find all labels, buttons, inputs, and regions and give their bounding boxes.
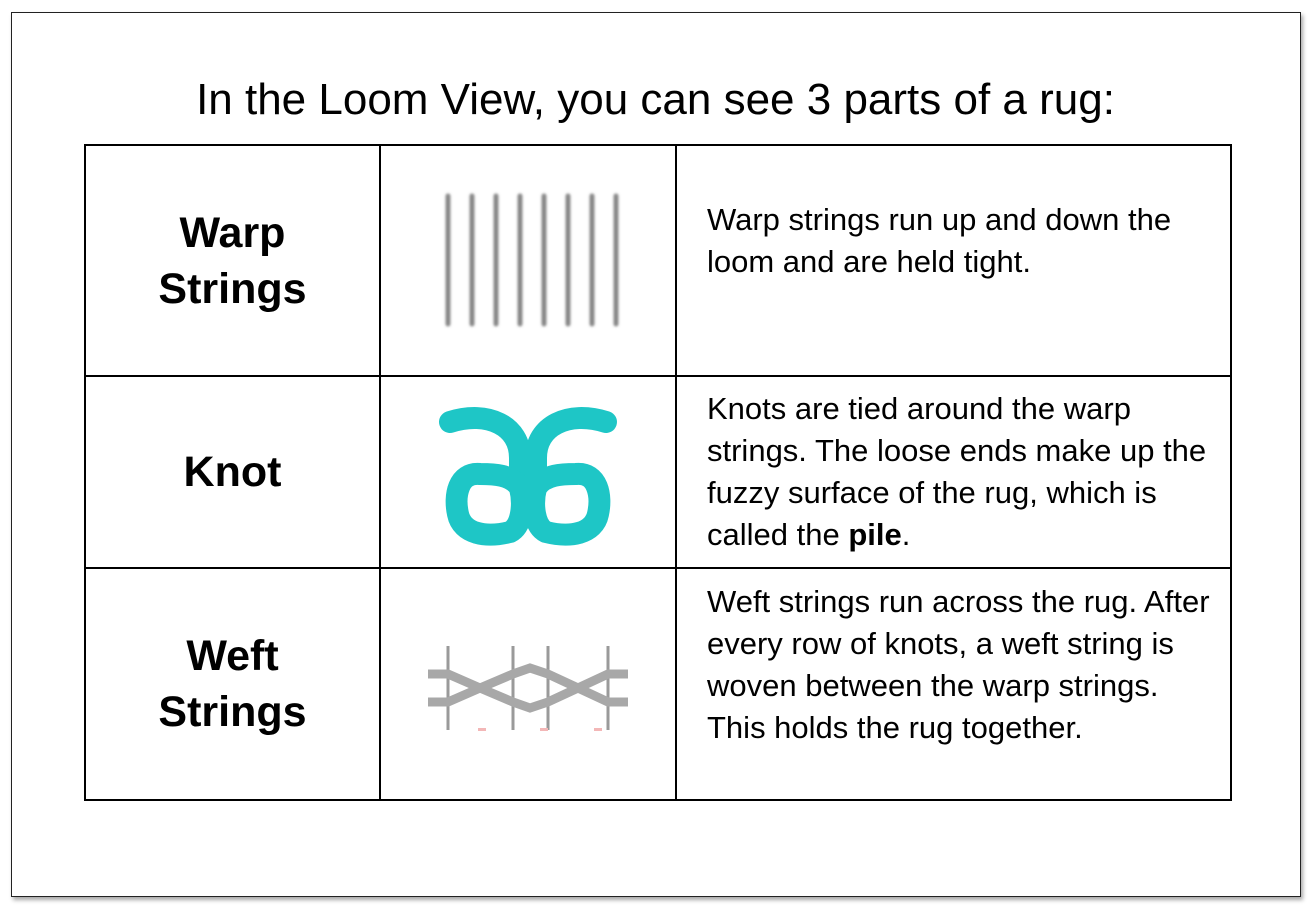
description-warp-strings: Warp strings run up and down the loom an… [675,144,1232,377]
slide-title: In the Loom View, you can see 3 parts of… [196,75,1115,124]
description-text: Knots are tied around the warp strings. … [707,391,1207,552]
pile-term: pile [848,517,902,552]
table-row-weft-strings: Weft Strings [84,567,1232,801]
knot-icon [439,407,617,546]
part-name-line: Strings [158,688,307,736]
table-row-warp-strings: Warp Strings Warp strings run up and dow… [84,144,1232,377]
part-name-line: Strings [158,264,307,313]
part-name-line: Knot [183,448,282,496]
rug-parts-table: Warp Strings Warp strings run up and dow… [84,144,1232,801]
description-weft-strings: Weft strings run across the rug. After e… [675,567,1232,801]
description-knot: Knots are tied around the warp strings. … [675,375,1232,569]
warp-strings-icon [445,193,619,326]
part-name-line: Warp [179,208,286,257]
icon-cell-knot [379,375,677,569]
weft-strings-icon [428,646,628,731]
icon-cell-weft [379,567,677,801]
part-name-warp-strings: Warp Strings [84,144,381,377]
table-row-knot: Knot Knots are tied around the warp stri… [84,375,1232,569]
icon-cell-warp [379,144,677,377]
part-name-weft-strings: Weft Strings [84,567,381,801]
part-name-line: Weft [186,632,279,680]
part-name-knot: Knot [84,375,381,569]
description-text: . [901,517,911,552]
